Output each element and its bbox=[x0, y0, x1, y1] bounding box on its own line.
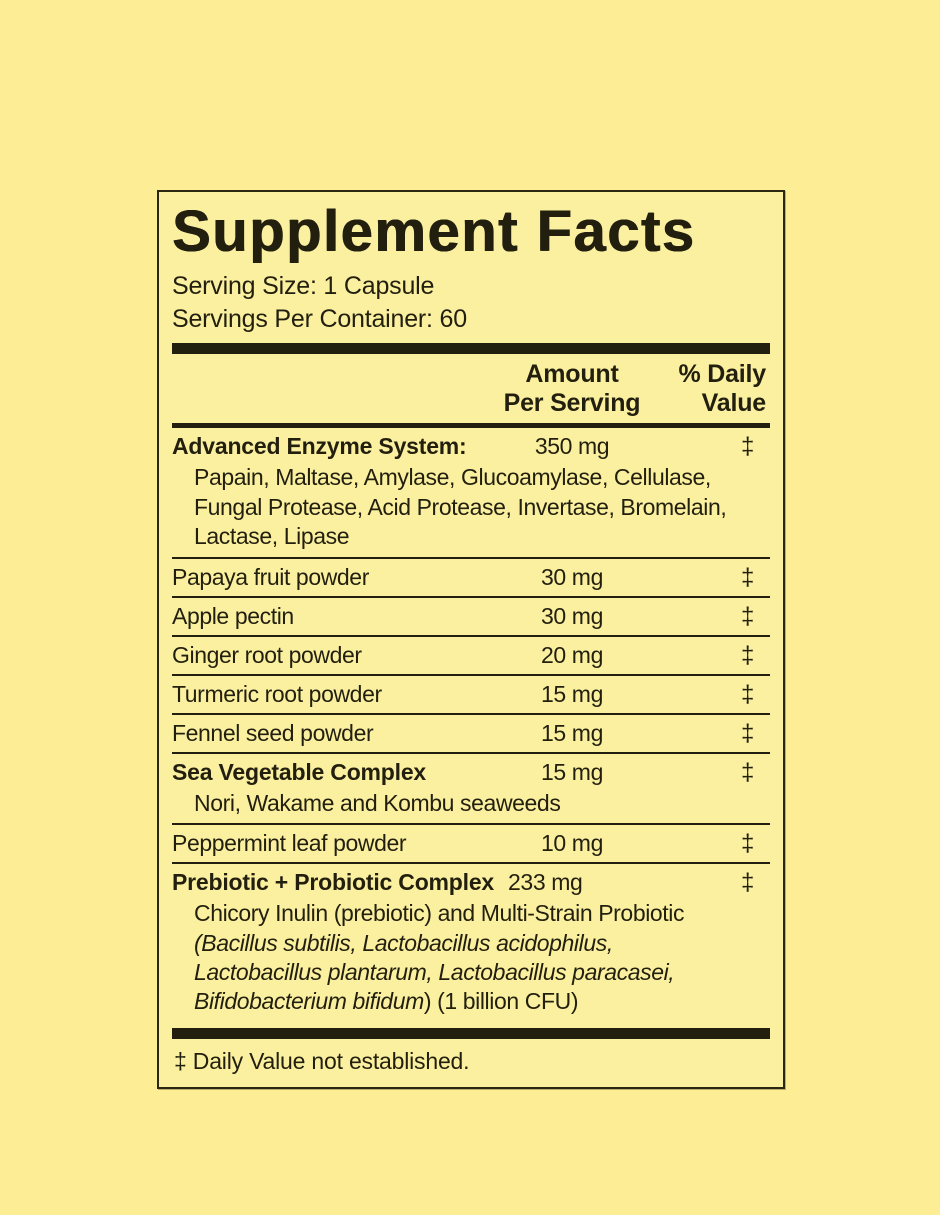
ingredient-row: Fennel seed powder 15 mg ‡ bbox=[172, 715, 770, 752]
row-divider bbox=[172, 595, 770, 598]
ingredient-row: Apple pectin 30 mg ‡ bbox=[172, 598, 770, 635]
ingredient-sub-line: Nori, Wakame and Kombu seaweeds bbox=[172, 789, 770, 818]
row-divider bbox=[172, 862, 770, 865]
daily-value-symbol: ‡ bbox=[741, 758, 754, 786]
supplement-facts-panel: Supplement Facts Serving Size: 1 Capsule… bbox=[157, 190, 785, 1089]
ingredient-name: Peppermint leaf powder bbox=[172, 830, 407, 857]
row-divider bbox=[172, 673, 770, 676]
ingredient-row: Sea Vegetable Complex 15 mg ‡ bbox=[172, 754, 770, 791]
amount-value: 15 mg bbox=[541, 680, 603, 707]
species-name-italic: (Bacillus subtilis, Lactobacillus acidop… bbox=[194, 929, 613, 956]
row-divider bbox=[172, 823, 770, 826]
sub-line-text: Lactase, Lipase bbox=[194, 523, 350, 550]
ingredient-row: Ginger root powder 20 mg ‡ bbox=[172, 637, 770, 674]
amount-value: 233 mg bbox=[508, 869, 583, 896]
daily-value-symbol: ‡ bbox=[741, 641, 754, 669]
ingredient-sub-line: (Bacillus subtilis, Lactobacillus acidop… bbox=[172, 929, 770, 958]
amount-value: 15 mg bbox=[541, 758, 603, 785]
ingredient-name: Advanced Enzyme System: bbox=[172, 433, 467, 460]
species-name-italic: Lactobacillus plantarum, Lactobacillus p… bbox=[194, 958, 675, 985]
amount-value: 10 mg bbox=[541, 830, 603, 857]
ingredient-sub-line: Chicory Inulin (prebiotic) and Multi-Str… bbox=[172, 899, 770, 928]
ingredient-sub-line: Fungal Protease, Acid Protease, Invertas… bbox=[172, 493, 770, 522]
ingredient-row: Turmeric root powder 15 mg ‡ bbox=[172, 676, 770, 713]
sub-line-text: Papain, Maltase, Amylase, Glucoamylase, … bbox=[194, 464, 711, 491]
panel-title: Supplement Facts bbox=[172, 199, 696, 264]
amount-column-header: Amount Per Serving bbox=[492, 360, 652, 418]
amount-header-line1: Amount bbox=[525, 360, 619, 389]
amount-header-line2: Per Serving bbox=[503, 389, 641, 418]
daily-value-symbol: ‡ bbox=[741, 602, 754, 630]
sub-line-text: Fungal Protease, Acid Protease, Invertas… bbox=[194, 493, 727, 520]
ingredient-sub-list: Papain, Maltase, Amylase, Glucoamylase, … bbox=[172, 463, 770, 556]
sub-line-text: Chicory Inulin (prebiotic) and Multi-Str… bbox=[194, 900, 685, 927]
ingredient-sub-line: Bifidobacterium bifidum) (1 billion CFU) bbox=[172, 987, 770, 1016]
amount-value: 20 mg bbox=[541, 641, 603, 668]
row-divider bbox=[172, 712, 770, 715]
daily-value-symbol: ‡ bbox=[741, 719, 754, 747]
daily-value-symbol: ‡ bbox=[741, 563, 754, 591]
daily-value-symbol: ‡ bbox=[741, 680, 754, 708]
daily-value-symbol: ‡ bbox=[741, 869, 754, 897]
ingredient-name: Prebiotic + Probiotic Complex bbox=[172, 869, 495, 896]
species-name-italic: Bifidobacterium bifidum bbox=[194, 988, 424, 1015]
daily-value-symbol: ‡ bbox=[741, 830, 754, 858]
divider-thick-bottom bbox=[172, 1027, 770, 1039]
ingredient-sub-line: Lactase, Lipase bbox=[172, 522, 770, 551]
daily-value-header-line1: % Daily bbox=[678, 360, 766, 389]
daily-value-column-header: % Daily Value bbox=[652, 360, 770, 418]
servings-per-container-text: Servings Per Container: 60 bbox=[172, 304, 467, 333]
amount-value: 350 mg bbox=[534, 433, 610, 460]
footnote-text: ‡ Daily Value not established. bbox=[174, 1047, 470, 1074]
serving-size-text: Serving Size: 1 Capsule bbox=[172, 272, 435, 301]
ingredient-name: Fennel seed powder bbox=[172, 719, 374, 746]
divider-under-header bbox=[172, 423, 770, 429]
ingredient-row: Advanced Enzyme System: 350 mg ‡ bbox=[172, 428, 770, 465]
row-divider bbox=[172, 634, 770, 637]
amount-value: 30 mg bbox=[541, 602, 603, 629]
amount-value: 30 mg bbox=[541, 563, 603, 590]
ingredient-sub-line: Papain, Maltase, Amylase, Glucoamylase, … bbox=[172, 463, 770, 492]
daily-value-header-line2: Value bbox=[701, 389, 767, 418]
ingredient-sub-line: Lactobacillus plantarum, Lactobacillus p… bbox=[172, 958, 770, 987]
ingredient-name: Sea Vegetable Complex bbox=[172, 758, 427, 785]
column-headers: Amount Per Serving % Daily Value bbox=[172, 360, 770, 418]
sub-line-text: Nori, Wakame and Kombu seaweeds bbox=[194, 789, 561, 816]
ingredient-name: Apple pectin bbox=[172, 602, 294, 629]
row-divider bbox=[172, 751, 770, 754]
ingredient-name: Ginger root powder bbox=[172, 641, 362, 668]
ingredient-row: Peppermint leaf powder 10 mg ‡ bbox=[172, 825, 770, 862]
ingredient-row: Prebiotic + Probiotic Complex 233 mg ‡ bbox=[172, 864, 770, 901]
ingredient-sub-list: Nori, Wakame and Kombu seaweeds bbox=[172, 789, 770, 823]
ingredient-rows: Advanced Enzyme System: 350 mg ‡ Papain, Ma… bbox=[172, 428, 770, 1022]
daily-value-symbol: ‡ bbox=[741, 433, 754, 461]
ingredient-row: Papaya fruit powder 30 mg ‡ bbox=[172, 559, 770, 596]
amount-value: 15 mg bbox=[541, 719, 603, 746]
row-divider bbox=[172, 556, 770, 559]
ingredient-name: Turmeric root powder bbox=[172, 680, 382, 707]
ingredient-name: Papaya fruit powder bbox=[172, 563, 369, 590]
ingredient-sub-list: Chicory Inulin (prebiotic) and Multi-Str… bbox=[172, 899, 770, 1022]
divider-thick-top bbox=[172, 343, 770, 355]
sub-line-text: ) (1 billion CFU) bbox=[423, 988, 579, 1015]
